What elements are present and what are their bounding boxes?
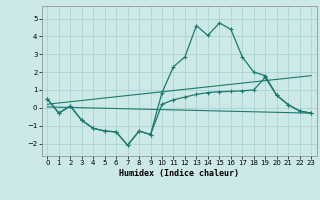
X-axis label: Humidex (Indice chaleur): Humidex (Indice chaleur) <box>119 169 239 178</box>
